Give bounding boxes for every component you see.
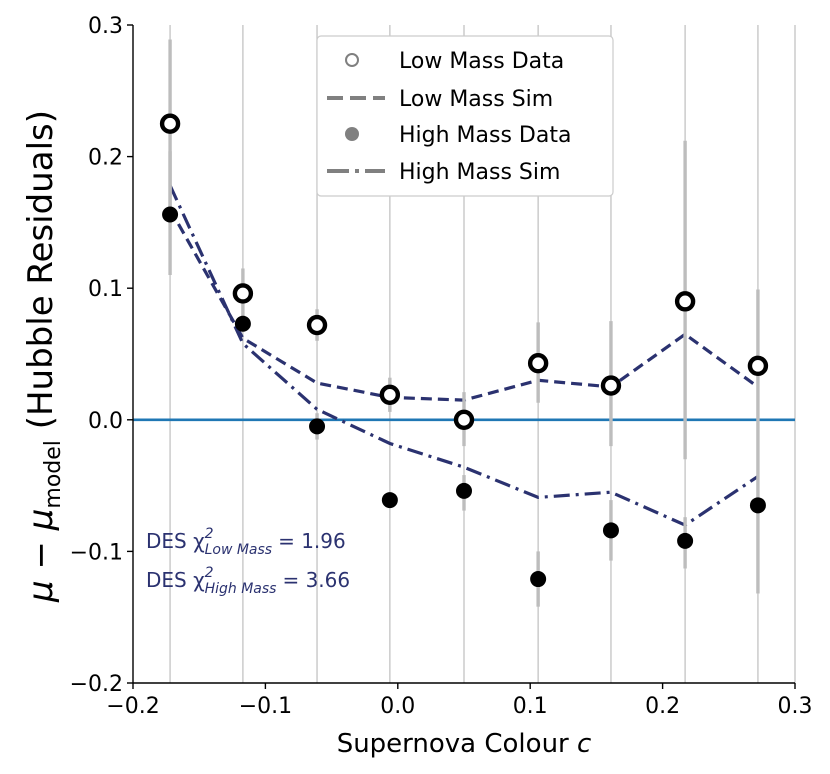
x-tick-label: 0.3 <box>778 694 813 719</box>
chi2-high-mass-annotation: DES χ2 High Mass = 3.66 <box>146 565 350 597</box>
high-mass-data-point <box>456 482 472 499</box>
x-tick-label: 0.2 <box>645 694 680 719</box>
low-mass-data-point <box>159 113 181 134</box>
high-mass-data-point <box>530 571 547 588</box>
high-mass-data-point <box>749 497 766 514</box>
legend: Low Mass Data Low Mass Sim High Mass Data H… <box>316 35 614 197</box>
y-tick-label: −0.1 <box>70 540 123 565</box>
high-mass-data-point <box>602 522 619 539</box>
high-mass-data-point <box>162 206 179 223</box>
low-mass-data-point <box>600 375 622 396</box>
x-axis-title: Supernova Colour c <box>337 729 592 759</box>
low-mass-data-point <box>747 355 769 377</box>
low-mass-data-point <box>306 314 328 336</box>
x-tick-label: −0.1 <box>239 694 292 719</box>
low-mass-data-point <box>674 291 696 312</box>
legend-box <box>316 35 614 197</box>
chi2-low-mass-annotation: DES χ2 Low Mass = 1.96 <box>146 526 346 558</box>
y-tick-label: 0.0 <box>88 409 123 434</box>
data-points <box>159 113 769 588</box>
legend-marker-high-mass-data <box>345 127 359 141</box>
legend-marker-low-mass-data <box>345 53 359 67</box>
high-mass-data-point <box>234 315 251 332</box>
x-tick-label: −0.2 <box>106 694 159 719</box>
y-tick-label: −0.2 <box>70 672 123 697</box>
x-tick-label: 0.1 <box>513 694 548 719</box>
low-mass-data-point <box>232 283 254 304</box>
y-tick-label: 0.3 <box>88 14 123 39</box>
chi2-annotations: DES χ2 Low Mass = 1.96 DES χ2 High Mass = 3.… <box>146 526 350 597</box>
legend-label: Low Mass Sim <box>399 87 553 112</box>
legend-label: High Mass Sim <box>399 160 560 185</box>
legend-label: Low Mass Data <box>399 49 564 74</box>
axes: −0.2 −0.1 0.0 0.1 0.2 0.3 −0.2 −0.1 0.0 0.1 0.2 0.3 <box>70 14 813 719</box>
high-mass-data-point <box>309 418 326 435</box>
legend-label: High Mass Data <box>399 123 571 148</box>
high-mass-data-point <box>381 492 398 509</box>
high-mass-data-point <box>677 532 694 549</box>
low-mass-data-point <box>379 384 401 405</box>
y-axis-title: μ − μmodel (Hubble Residuals) <box>21 110 66 603</box>
low-mass-data-point <box>527 353 549 374</box>
low-mass-data-point <box>453 409 475 430</box>
x-tick-label: 0.0 <box>380 694 415 719</box>
y-tick-label: 0.2 <box>88 146 123 171</box>
y-tick-label: 0.1 <box>88 277 123 302</box>
